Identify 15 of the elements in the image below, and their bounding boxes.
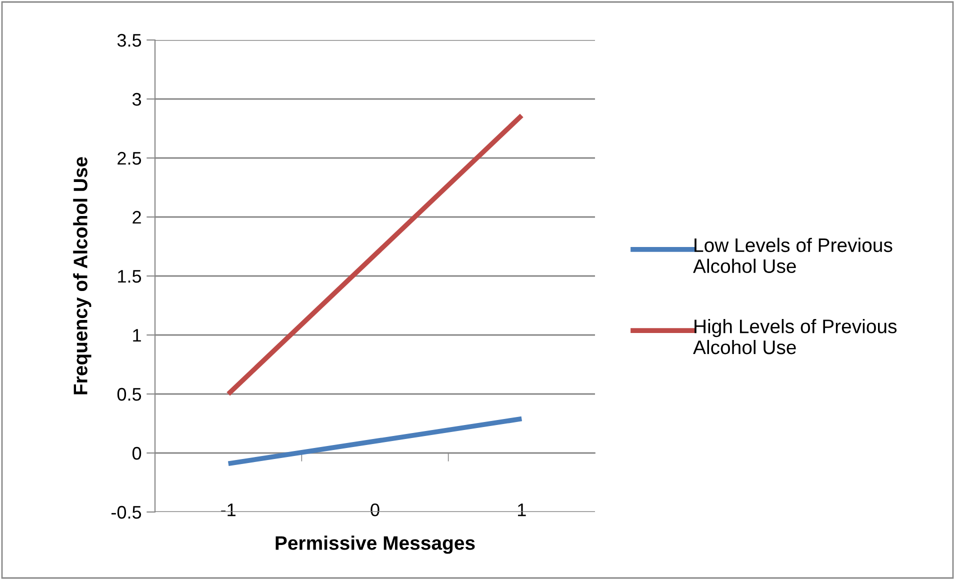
y-tick-label: 3 (132, 92, 142, 106)
y-tick-label: 2 (132, 210, 141, 224)
y-tick-label: -0.5 (112, 506, 142, 519)
x-axis-title: Permissive Messages (276, 536, 475, 554)
y-tick-label: 2.5 (118, 152, 142, 165)
x-tick-label: 1 (518, 504, 526, 516)
y-tick-label: 1.5 (118, 270, 142, 283)
y-tick-label: 3.5 (117, 34, 142, 47)
y-axis-title: Frequency of Alcohol Use (73, 157, 92, 394)
y-tick-label: 0 (132, 446, 142, 460)
legend-label: High Levels of Previous Alcohol Use (693, 319, 897, 354)
legend-label: Low Levels of Previous Alcohol Use (693, 238, 892, 274)
y-tick-label: 1 (133, 329, 141, 342)
y-tick-label: 0.5 (117, 388, 142, 401)
x-tick-label: 0 (370, 503, 380, 516)
